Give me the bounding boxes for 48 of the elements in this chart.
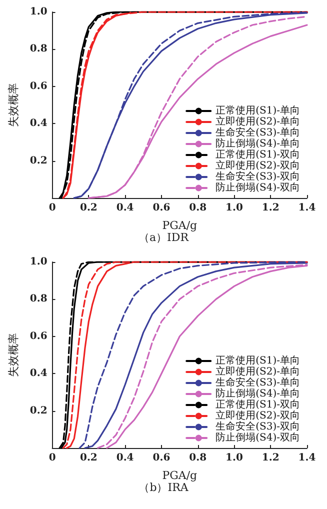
legend-label: 生命安全(S3)-单向	[216, 126, 300, 138]
x-tick-label: 0.6	[152, 202, 170, 214]
x-tick-label: 0	[48, 202, 56, 214]
y-tick-label: 0.2	[30, 405, 48, 416]
y-tick-label: 0.2	[30, 155, 48, 166]
legend-label: 防止倒塌(S4)-双向	[216, 432, 300, 444]
legend-label: 防止倒塌(S4)-双向	[216, 182, 300, 194]
y-tick-label: 0.4	[30, 118, 48, 130]
x-tick-label: 0	[48, 452, 56, 464]
x-tick-label: 0.8	[189, 452, 207, 464]
x-tick-label: 1.4	[298, 452, 316, 464]
y-tick-label: 1.0	[30, 6, 48, 18]
y-tick-label: 0.8	[30, 294, 48, 305]
y-tick-label: 0.6	[30, 330, 48, 342]
legend-label: 生命安全(S3)-单向	[216, 376, 300, 388]
text: （b）IRA	[138, 481, 190, 494]
legend-label: 正常使用(S1)-单向	[216, 354, 300, 366]
legend-label: 立即使用(S2)-单向	[216, 116, 300, 128]
x-tick-label: 0.8	[189, 202, 207, 214]
x-axis-title: PGA/g	[162, 469, 198, 482]
x-tick-label: 0.2	[80, 452, 98, 464]
y-tick-label: 0.8	[30, 44, 48, 55]
x-tick-label: 0.4	[116, 202, 134, 214]
y-tick-label: 0.6	[30, 80, 48, 92]
legend-label: 生命安全(S3)-双向	[216, 420, 300, 432]
x-tick-label: 1.2	[262, 202, 280, 214]
y-tick-label: 1.0	[30, 256, 48, 268]
legend-label: 正常使用(S1)-单向	[216, 104, 300, 116]
x-tick-label: 0.2	[80, 202, 98, 214]
text: （a）IDR	[138, 231, 190, 244]
legend-label: 正常使用(S1)-双向	[216, 398, 300, 410]
y-axis-title: 失效概率	[7, 83, 20, 127]
y-axis-title: 失效概率	[7, 333, 20, 377]
x-tick-label: 1.0	[226, 202, 243, 214]
legend-label: 立即使用(S2)-双向	[216, 160, 300, 172]
legend-label: 防止倒塌(S4)-单向	[216, 388, 300, 400]
x-axis-title: PGA/g	[162, 219, 198, 232]
legend-label: 正常使用(S1)-双向	[216, 148, 300, 160]
x-tick-label: 1.2	[262, 452, 280, 464]
x-tick-label: 0.6	[152, 452, 170, 464]
legend-label: 防止倒塌(S4)-单向	[216, 138, 300, 150]
legend-label: 立即使用(S2)-单向	[216, 366, 300, 378]
x-tick-label: 0.4	[116, 452, 134, 464]
legend-label: 立即使用(S2)-双向	[216, 410, 300, 422]
x-tick-label: 1.4	[298, 202, 316, 214]
legend-label: 生命安全(S3)-双向	[216, 170, 300, 182]
y-tick-label: 0.4	[30, 368, 48, 380]
x-tick-label: 1.0	[226, 452, 243, 464]
